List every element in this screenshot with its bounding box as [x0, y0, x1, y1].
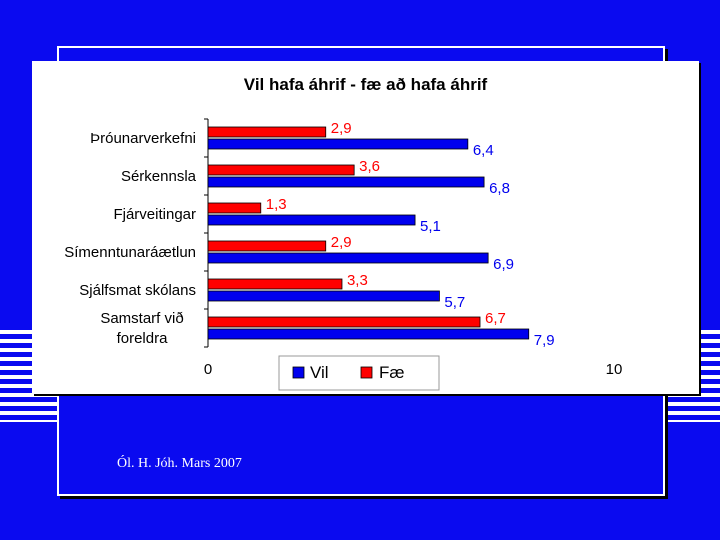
category-label: Sjálfsmat skólans [79, 282, 196, 299]
bar-fae [207, 240, 327, 252]
data-label-fae: 3,3 [347, 272, 368, 289]
bar-vil [207, 252, 489, 264]
chart-panel: Vil hafa áhrif - fæ að hafa áhrif Þróuna… [32, 61, 699, 394]
bar-vil [207, 290, 440, 302]
bar-fae [207, 126, 327, 138]
legend-box [278, 355, 440, 391]
bar-vil [207, 176, 485, 188]
legend-swatch-vil [292, 366, 305, 379]
data-label-vil: 6,4 [473, 142, 494, 159]
data-label-fae: 2,9 [331, 120, 352, 137]
bar-vil [207, 138, 469, 150]
category-label: Sérkennsla [121, 168, 197, 185]
legend-label-fae: Fæ [379, 363, 405, 382]
category-label: Símenntunaráætlun [64, 244, 196, 261]
category-label: Samstarf við foreldra [100, 310, 183, 347]
data-label-vil: 6,8 [489, 180, 510, 197]
data-label-fae: 2,9 [331, 234, 352, 251]
category-label: Þróunarverkefni [90, 130, 196, 147]
data-label-vil: 7,9 [534, 332, 555, 349]
data-label-vil: 6,9 [493, 256, 514, 273]
bar-fae [207, 164, 355, 176]
x-tick-label: 10 [606, 361, 623, 378]
bar-vil [207, 214, 416, 226]
legend-swatch-fae [360, 366, 373, 379]
bar-fae [207, 202, 262, 214]
legend-label-vil: Vil [310, 363, 329, 382]
bar-vil [207, 328, 530, 340]
footer-credit: Ól. H. Jóh. Mars 2007 [117, 456, 242, 471]
data-label-vil: 5,1 [420, 218, 441, 235]
x-tick-label: 0 [204, 361, 212, 378]
chart-title: Vil hafa áhrif - fæ að hafa áhrif [243, 75, 488, 94]
bar-fae [207, 278, 343, 290]
data-label-vil: 5,7 [444, 294, 465, 311]
category-label: Fjárveitingar [113, 206, 196, 223]
data-label-fae: 1,3 [266, 196, 287, 213]
data-label-fae: 6,7 [485, 310, 506, 327]
bar-chart: Þróunarverkefni 2,9 6,4 Sérkennsla 3,6 6,8 Fjá… [64, 118, 623, 391]
bar-fae [207, 316, 481, 328]
data-label-fae: 3,6 [359, 158, 380, 175]
